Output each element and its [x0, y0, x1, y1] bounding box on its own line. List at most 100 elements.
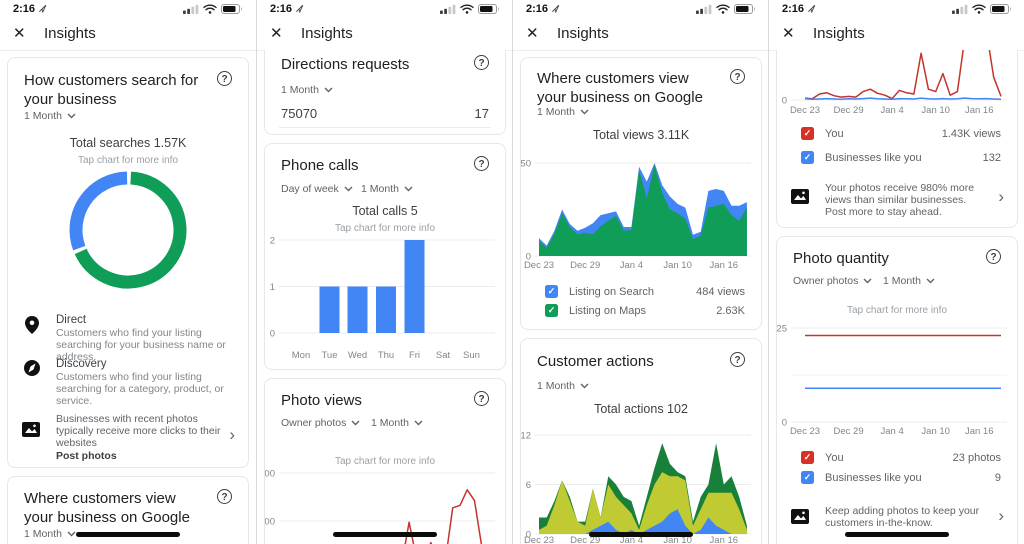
chevron-right-icon[interactable]: › — [998, 187, 1004, 206]
period-dropdown[interactable]: 1 Month — [371, 417, 423, 429]
phone-panel-1: 2:16 ✕ Insights How customers search for… — [0, 0, 256, 544]
checkbox-red[interactable]: ✓ — [801, 451, 814, 464]
home-indicator[interactable] — [845, 532, 949, 537]
legend-row-businesses[interactable]: ✓ Businesses like you 132 — [777, 151, 1017, 167]
home-indicator[interactable] — [333, 532, 437, 537]
period-dropdown[interactable]: 1 Month — [24, 110, 76, 122]
tip-text: Your photos receive 980% more views than… — [825, 182, 975, 218]
close-icon[interactable]: ✕ — [526, 25, 539, 42]
checkbox-blue[interactable]: ✓ — [545, 285, 558, 298]
period-dropdown[interactable]: 1 Month — [537, 106, 589, 118]
search-donut-chart[interactable] — [63, 165, 193, 295]
cell-signal-icon — [952, 4, 968, 14]
help-icon[interactable]: ? — [474, 391, 489, 406]
svg-text:Jan 4: Jan 4 — [880, 426, 903, 437]
legend-value: 2.63K — [716, 305, 745, 317]
legend-row-you[interactable]: ✓ You 23 photos — [777, 451, 1017, 467]
chevron-down-icon — [344, 186, 353, 192]
legend-row-search[interactable]: ✓ Listing on Search 484 views — [521, 285, 761, 301]
tap-hint: Tap chart for more info — [334, 456, 436, 467]
clock-time: 2:16 — [782, 2, 805, 15]
chevron-right-icon[interactable]: › — [229, 425, 235, 444]
help-icon[interactable]: ? — [474, 55, 489, 70]
period-dropdown[interactable]: 1 Month — [537, 380, 589, 392]
page-title: Insights — [813, 25, 865, 42]
tip-action-post-photos[interactable]: Post photos — [56, 450, 117, 462]
phone-calls-bar-chart[interactable]: 2 1 0 Mon Tue Wed Thu Fri Sat Sun — [265, 232, 505, 366]
chevron-down-icon — [414, 420, 423, 426]
checkbox-blue[interactable]: ✓ — [801, 471, 814, 484]
legend-label: Listing on Search — [569, 286, 654, 298]
legend-value: 23 photos — [952, 452, 1001, 464]
svg-text:Dec 23: Dec 23 — [524, 260, 554, 271]
svg-text:Jan 10: Jan 10 — [663, 535, 692, 544]
close-icon[interactable]: ✕ — [13, 25, 26, 42]
help-icon[interactable]: ? — [217, 71, 232, 86]
scroll-content[interactable]: Where customers view your business on Go… — [513, 50, 769, 544]
chevron-down-icon — [580, 383, 589, 389]
scroll-content[interactable]: How customers search for your business ?… — [0, 50, 256, 544]
checkbox-red[interactable]: ✓ — [801, 127, 814, 140]
battery-icon — [221, 3, 242, 14]
checkbox-blue[interactable]: ✓ — [801, 151, 814, 164]
legend-row-maps[interactable]: ✓ Listing on Maps 2.63K — [521, 304, 761, 320]
row-divider — [279, 127, 491, 128]
owner-photos-dropdown[interactable]: Owner photos — [281, 417, 360, 429]
owner-photos-dropdown[interactable]: Owner photos — [793, 275, 872, 287]
legend-discovery-label: Discovery — [56, 358, 107, 370]
wifi-icon — [203, 3, 217, 14]
phone-panel-4: 2:16 ✕ Insights 0 Dec 23 Dec 29 Jan 4 Jan 10… — [768, 0, 1024, 544]
svg-text:Fri: Fri — [409, 350, 420, 361]
card-how-customers-search: How customers search for your business ?… — [7, 57, 249, 468]
home-indicator[interactable] — [76, 532, 180, 537]
svg-text:Mon: Mon — [292, 350, 310, 361]
svg-text:12: 12 — [521, 431, 531, 442]
help-icon[interactable]: ? — [730, 69, 745, 84]
legend-direct-desc: Customers who find your listing searchin… — [56, 327, 226, 363]
battery-icon — [478, 3, 499, 14]
help-icon[interactable]: ? — [986, 249, 1001, 264]
clock-time: 2:16 — [526, 2, 549, 15]
legend-direct-label: Direct — [56, 314, 87, 326]
total-actions: Total actions 102 — [594, 402, 688, 416]
scroll-content[interactable]: Directions requests ? 1 Month 75070 17 P… — [257, 50, 513, 544]
legend-row-you[interactable]: ✓ You 1.43K views — [777, 127, 1017, 143]
help-icon[interactable]: ? — [217, 489, 232, 504]
card-customer-actions: Customer actions ? 1 Month Total actions… — [520, 338, 762, 544]
svg-text:Dec 23: Dec 23 — [790, 426, 820, 437]
legend-value: 9 — [994, 472, 1001, 484]
chevron-down-icon — [863, 278, 872, 284]
legend-row-businesses[interactable]: ✓ Businesses like you 9 — [777, 471, 1017, 487]
close-icon[interactable]: ✕ — [782, 25, 795, 42]
period-dropdown[interactable]: 1 Month — [24, 528, 76, 540]
discovery-compass-icon — [24, 360, 40, 376]
photo-views-line-chart[interactable]: 400 200 — [265, 463, 505, 544]
day-of-week-dropdown[interactable]: Day of week — [281, 183, 353, 195]
home-indicator[interactable] — [589, 532, 693, 537]
cell-signal-icon — [440, 4, 456, 14]
help-icon[interactable]: ? — [474, 156, 489, 171]
tap-hint: Tap chart for more info — [77, 155, 179, 166]
card-title: How customers search for your business — [24, 72, 199, 108]
card-title: Where customers view your business on Go… — [24, 490, 190, 526]
svg-text:Jan 16: Jan 16 — [965, 105, 994, 116]
period-dropdown[interactable]: 1 Month — [361, 183, 413, 195]
legend-label: You — [825, 452, 844, 464]
svg-text:200: 200 — [265, 517, 275, 528]
scroll-content[interactable]: 0 Dec 23 Dec 29 Jan 4 Jan 10 Jan 16 ✓ You 1.4… — [769, 50, 1024, 544]
svg-text:Dec 29: Dec 29 — [570, 535, 600, 544]
period-dropdown[interactable]: 1 Month — [883, 275, 935, 287]
chevron-right-icon[interactable]: › — [998, 506, 1004, 525]
period-dropdown[interactable]: 1 Month — [281, 84, 333, 96]
card-title: Photo quantity — [793, 250, 889, 267]
status-bar: 2:16 — [257, 0, 513, 17]
directions-zip: 75070 — [281, 106, 318, 121]
card-where-customers-view: Where customers view your business on Go… — [520, 57, 762, 330]
checkbox-green[interactable]: ✓ — [545, 304, 558, 317]
close-icon[interactable]: ✕ — [270, 25, 283, 42]
help-icon[interactable]: ? — [730, 352, 745, 367]
